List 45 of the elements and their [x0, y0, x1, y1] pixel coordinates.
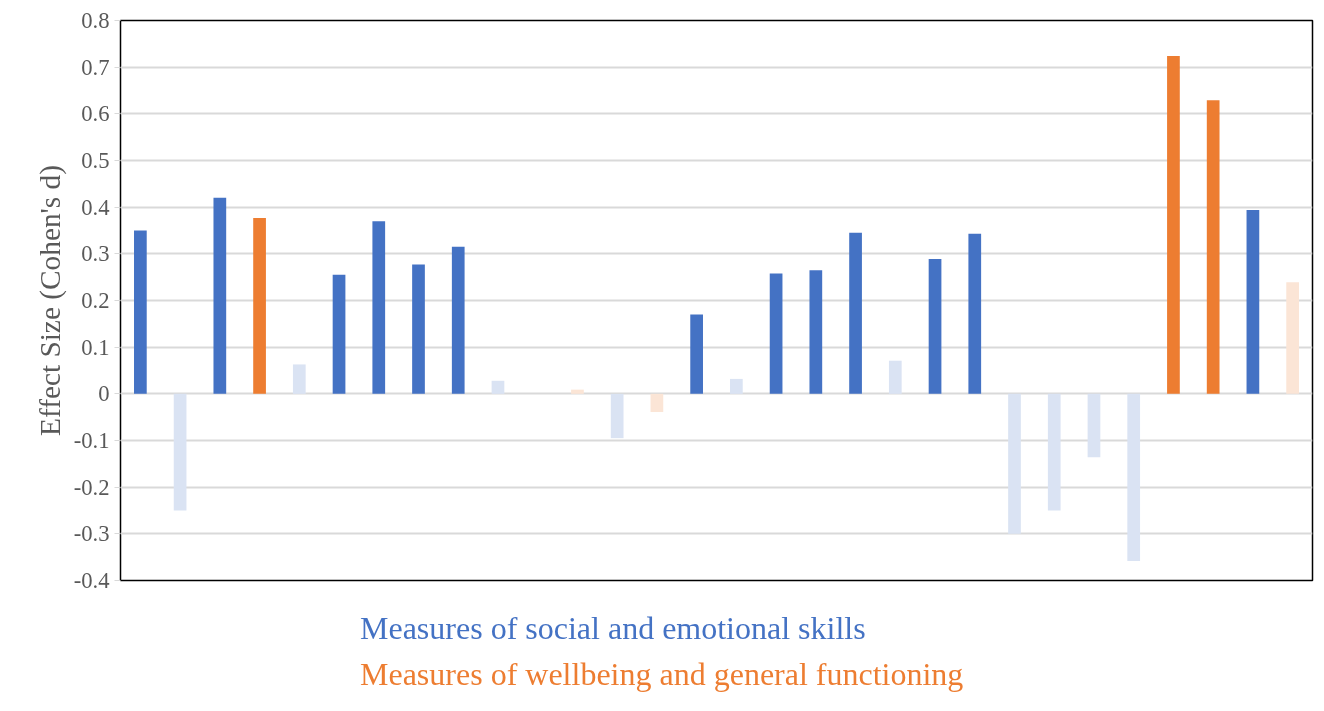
bar: [491, 380, 505, 394]
y-axis-title: Effect Size (Cohen's d): [33, 164, 67, 437]
bar: [690, 314, 703, 394]
y-tick-label: 0.1: [81, 334, 110, 360]
bar: [1246, 209, 1260, 394]
bar: [650, 393, 664, 413]
y-tick-label: 0.4: [81, 194, 110, 220]
bar: [1286, 282, 1299, 394]
y-tick-label: 0.5: [81, 148, 110, 173]
y-tick-label: -0.3: [73, 521, 110, 547]
bar: [332, 274, 346, 394]
bar: [1087, 393, 1101, 458]
bar: [173, 393, 187, 511]
y-tick-label: 0.2: [81, 288, 110, 313]
bar: [292, 364, 306, 394]
bar: [1167, 55, 1180, 394]
bar: [968, 233, 982, 394]
bar: [571, 389, 584, 394]
y-tick-label: -0.4: [73, 568, 110, 593]
bar: [849, 232, 862, 394]
text: Measures of wellbeing and general functioning: [360, 655, 964, 695]
bar: [610, 393, 624, 439]
y-tick-label: -0.2: [73, 474, 110, 500]
bar: [412, 264, 425, 394]
bar: [769, 273, 783, 394]
bar: [213, 197, 227, 394]
y-tick-label: 0.6: [81, 101, 110, 127]
y-tick-label: 0.8: [81, 8, 110, 33]
bar: [928, 258, 942, 394]
bar: [451, 246, 465, 394]
bar: [1127, 393, 1141, 561]
y-tick-label: 0: [98, 381, 110, 407]
text: Measures of social and emotional skills: [360, 609, 867, 648]
bar: [1206, 100, 1220, 394]
bar: [809, 270, 823, 394]
bar: [888, 360, 902, 394]
y-tick-label: -0.1: [73, 428, 110, 453]
bar: [372, 221, 386, 394]
bar: [253, 217, 266, 394]
bar: [1047, 393, 1061, 511]
y-tick-label: 0.7: [81, 54, 110, 80]
bar: [730, 378, 743, 394]
y-tick-label: 0.3: [81, 241, 110, 267]
bar: [134, 230, 147, 394]
bar: [1008, 393, 1021, 534]
